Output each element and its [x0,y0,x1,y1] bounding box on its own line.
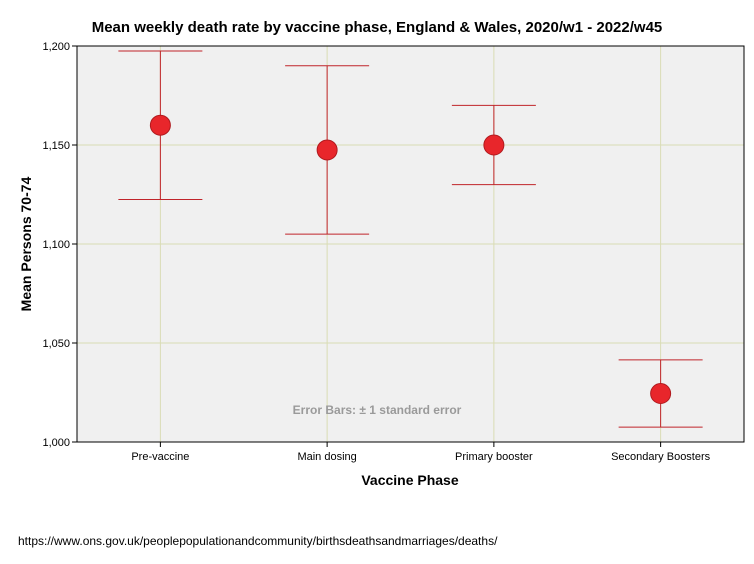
mean-point [650,382,672,404]
y-tick-label: 1,100 [42,239,70,251]
mean-point [483,134,505,156]
y-tick-label: 1,050 [42,338,70,350]
x-axis-title: Vaccine Phase [361,472,459,488]
x-tick-label: Secondary Boosters [611,451,711,463]
x-ticks: Pre-vaccine Main dosing Primary booster Sec… [131,442,711,463]
x-tick-label: Primary booster [455,451,533,463]
y-tick-label: 1,200 [42,41,70,53]
source-url: https://www.ons.gov.uk/peoplepopulationa… [18,534,498,548]
y-tick-label: 1,150 [42,140,70,152]
x-tick-label: Main dosing [297,451,356,463]
error-bar-note: Error Bars: ± 1 standard error [293,403,462,417]
mean-point [316,139,338,161]
mean-point [149,114,171,136]
y-ticks: 1,000 1,050 1,100 1,150 1,200 [42,41,77,449]
chart-title: Mean weekly death rate by vaccine phase,… [92,19,663,36]
y-tick-label: 1,000 [42,437,70,449]
y-axis-title: Mean Persons 70-74 [18,176,34,311]
mean-points [149,114,672,404]
x-tick-label: Pre-vaccine [131,451,189,463]
